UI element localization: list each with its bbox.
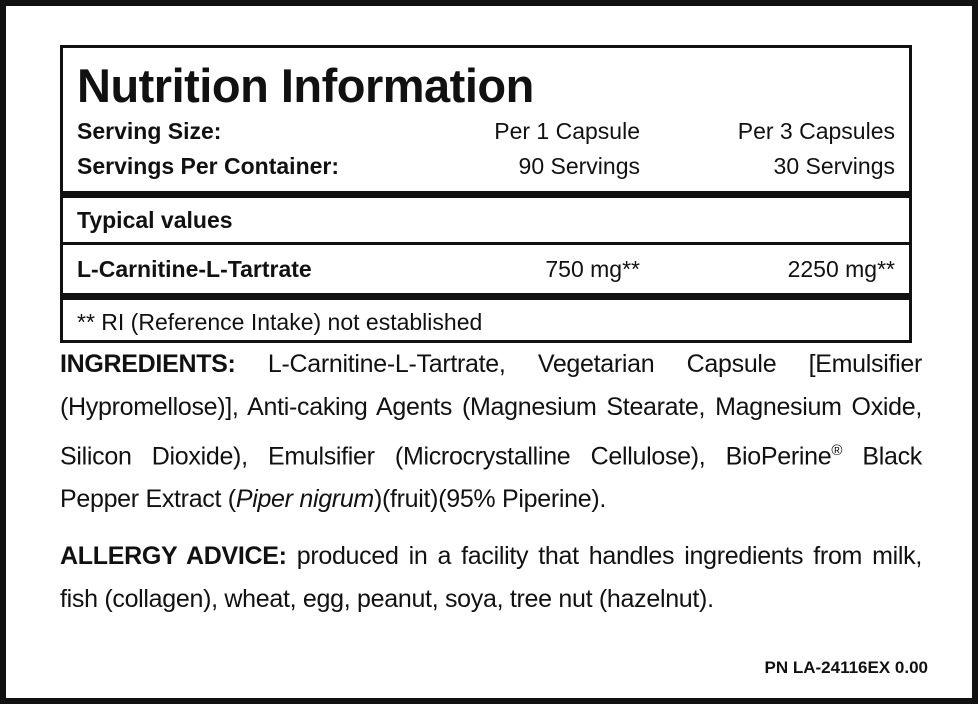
nutrition-title: Nutrition Information <box>77 59 534 112</box>
allergy-text: produced in a facility that handles ingr… <box>60 542 922 613</box>
cell: 2250 mg** <box>787 256 895 282</box>
nutrition-panel: Nutrition Information Serving Size: Per … <box>60 45 912 343</box>
ingredients-text: L-Carnitine-L-Tartrate, Vegetarian Capsu… <box>60 350 922 471</box>
ingredients-heading: INGREDIENTS: <box>60 350 236 378</box>
serving-row: Serving Size: Per 1 Capsule Per 3 Capsul… <box>77 118 895 152</box>
thick-rule <box>63 293 909 300</box>
cell: 30 Servings <box>773 153 895 179</box>
typical-row: Typical values <box>77 207 895 241</box>
cell: Per 1 Capsule <box>494 118 640 144</box>
ingredients-text: Black Pepper Extract ( <box>60 442 922 514</box>
footnote: ** RI (Reference Intake) not established <box>77 309 483 335</box>
footnote-row: ** RI (Reference Intake) not established <box>77 309 895 343</box>
ingredients: INGREDIENTS: L-Carnitine-L-Tartrate, Veg… <box>60 343 922 521</box>
row-label: Servings Per Container: <box>77 153 340 179</box>
row-label: Serving Size: <box>77 118 222 144</box>
allergy-advice: ALLERGY ADVICE: produced in a facility t… <box>60 535 922 621</box>
section-label: Typical values <box>77 207 233 233</box>
allergy-heading: ALLERGY ADVICE: <box>60 542 287 570</box>
cell: 750 mg** <box>545 256 640 282</box>
part-number: PN LA-24116EX 0.00 <box>764 658 928 677</box>
trademark: ® <box>831 442 843 459</box>
thick-rule <box>63 191 909 198</box>
nutrient-name: L-Carnitine-L-Tartrate <box>77 256 312 282</box>
cell: Per 3 Capsules <box>737 118 895 144</box>
ingredients-italic: Piper nigrum <box>235 485 374 514</box>
ingredients-text: )(fruit)(95% Piperine). <box>373 485 607 514</box>
cell: 90 Servings <box>518 153 640 179</box>
nutrient-row: L-Carnitine-L-Tartrate 750 mg** 2250 mg*… <box>77 256 895 290</box>
thin-rule <box>63 242 909 245</box>
servings-row: Servings Per Container: 90 Servings 30 S… <box>77 153 895 187</box>
